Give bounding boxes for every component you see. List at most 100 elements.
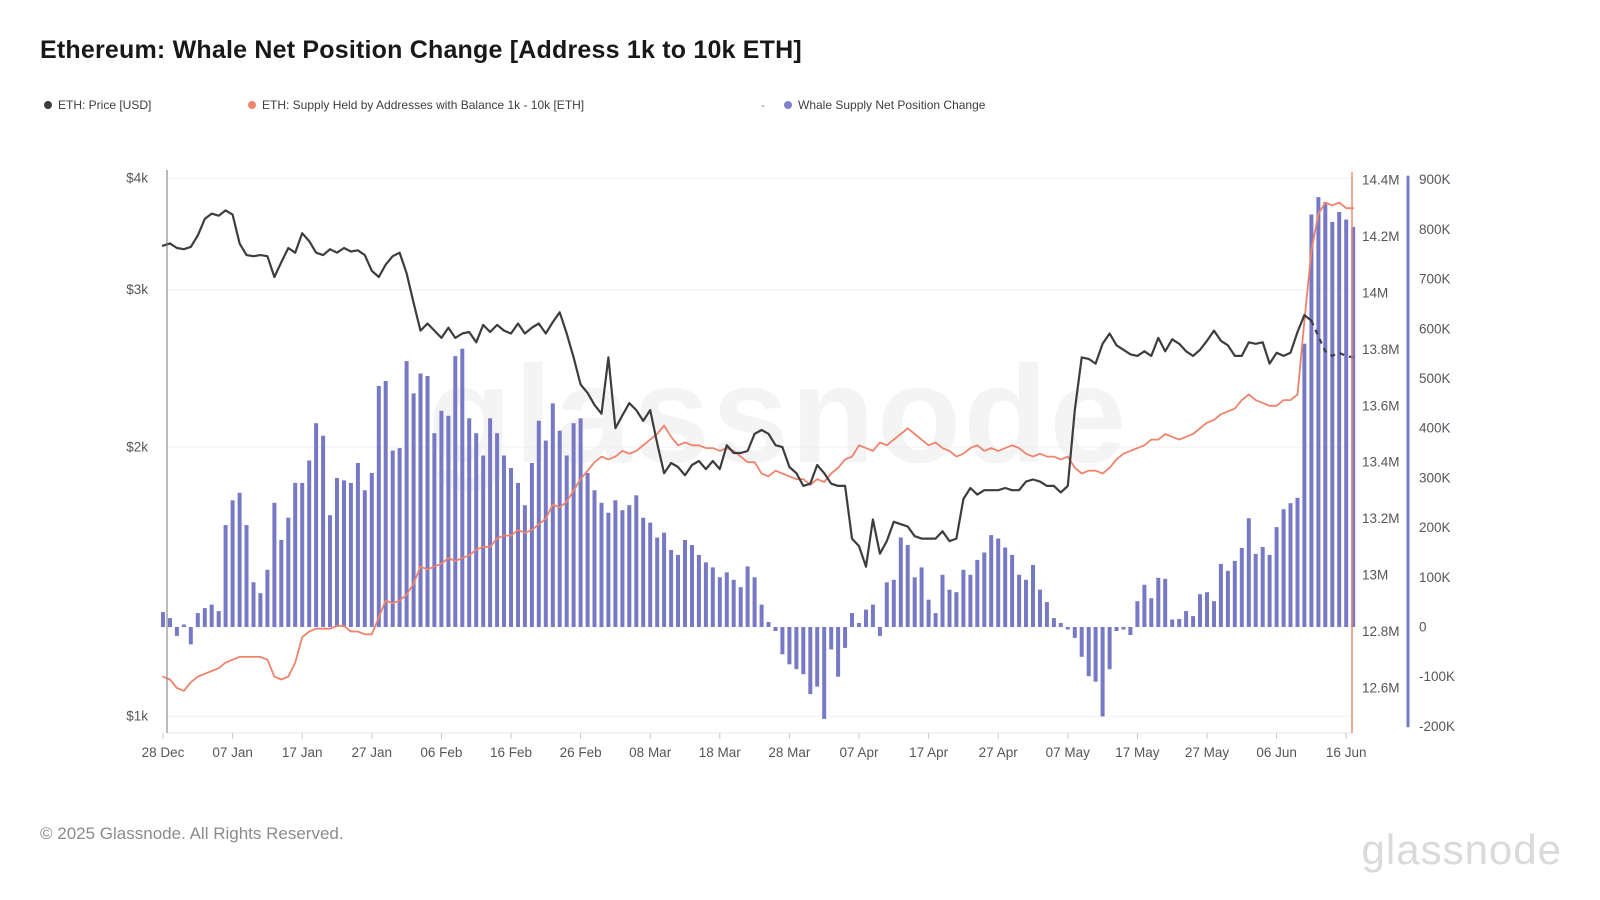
x-tick-label-17: 16 Jun bbox=[1326, 745, 1367, 760]
net-bar bbox=[286, 517, 291, 627]
net-bar bbox=[1267, 554, 1272, 627]
net-bar bbox=[328, 515, 332, 627]
net-bar bbox=[919, 567, 924, 627]
net-bar bbox=[961, 569, 966, 627]
net-bar bbox=[1142, 584, 1147, 627]
net-bar bbox=[529, 463, 534, 627]
net-tick-label-6: 300K bbox=[1419, 470, 1451, 485]
net-bar bbox=[648, 522, 653, 627]
supply-tick-label-1: 14.2M bbox=[1362, 229, 1400, 244]
legend-item-price[interactable]: ETH: Price [USD] bbox=[44, 98, 151, 112]
net-bar bbox=[1128, 627, 1133, 635]
net-bar bbox=[1121, 627, 1126, 630]
net-bar bbox=[1198, 594, 1202, 627]
net-tick-label-0: 900K bbox=[1419, 172, 1451, 187]
net-bar bbox=[474, 433, 479, 627]
net-bar bbox=[168, 618, 172, 627]
net-bar bbox=[383, 381, 388, 627]
net-bar bbox=[1218, 563, 1223, 627]
net-bar bbox=[516, 482, 520, 627]
net-bar bbox=[314, 423, 319, 627]
x-tick-label-13: 07 May bbox=[1046, 745, 1091, 760]
net-bar bbox=[1309, 214, 1314, 627]
net-bar bbox=[1058, 623, 1063, 627]
net-bar bbox=[968, 574, 973, 627]
legend-item-netposition[interactable]: Whale Supply Net Position Change bbox=[784, 98, 985, 112]
price-series-dot-icon bbox=[44, 101, 52, 109]
supply-tick-label-8: 12.8M bbox=[1362, 624, 1400, 639]
net-bar bbox=[864, 609, 868, 627]
supply-line bbox=[162, 201, 1355, 692]
net-bar bbox=[620, 510, 625, 627]
supply-tick-label-2: 14M bbox=[1362, 285, 1388, 300]
net-bar bbox=[634, 495, 639, 627]
net-bar bbox=[481, 455, 486, 627]
net-bar bbox=[522, 505, 527, 627]
price-tick-label-1: $3k bbox=[126, 282, 148, 297]
net-tick-label-1: 800K bbox=[1419, 222, 1451, 237]
net-bar bbox=[829, 627, 834, 650]
net-bar bbox=[181, 624, 186, 627]
net-bar bbox=[975, 559, 980, 627]
legend-label-price: ETH: Price [USD] bbox=[58, 98, 152, 112]
net-bar bbox=[1232, 560, 1237, 627]
chart-plot-area[interactable]: glassnode 28 Dec 07 Jan 17 Jan 27 Jan 06 Feb 1… bbox=[0, 130, 1600, 900]
net-bar bbox=[731, 579, 736, 627]
net-bar bbox=[230, 500, 235, 627]
net-tick-label-11: -200K bbox=[1419, 719, 1455, 734]
x-tick-label-4: 06 Feb bbox=[420, 745, 462, 760]
supply-series-dot-icon bbox=[248, 101, 256, 109]
net-bar bbox=[1274, 527, 1279, 627]
net-bar bbox=[989, 535, 994, 627]
net-bar bbox=[1330, 221, 1335, 627]
legend-item-supply[interactable]: ETH: Supply Held by Addresses with Balan… bbox=[248, 98, 584, 112]
net-bar bbox=[1260, 547, 1265, 627]
net-bar bbox=[495, 433, 500, 627]
x-tick-label-11: 17 Apr bbox=[909, 745, 949, 760]
net-bar bbox=[787, 627, 792, 665]
net-bar bbox=[1065, 627, 1070, 630]
net-bar bbox=[1051, 618, 1056, 627]
net-bar bbox=[857, 623, 861, 627]
net-bar bbox=[884, 582, 889, 627]
net-bar bbox=[1281, 509, 1286, 627]
net-bar bbox=[947, 589, 952, 627]
net-bar bbox=[1170, 619, 1175, 627]
x-tick-label-12: 27 Apr bbox=[979, 745, 1019, 760]
x-tick-label-3: 27 Jan bbox=[352, 745, 393, 760]
net-bar bbox=[1344, 219, 1349, 627]
net-bar bbox=[209, 604, 214, 627]
net-bar bbox=[1351, 226, 1356, 627]
net-bar bbox=[1086, 627, 1091, 677]
footer-copyright: © 2025 Glassnode. All Rights Reserved. bbox=[40, 824, 344, 843]
supply-tick-label-4: 13.6M bbox=[1362, 398, 1400, 413]
net-bar bbox=[216, 611, 221, 627]
net-bar bbox=[773, 627, 778, 631]
net-bar bbox=[912, 577, 917, 627]
net-bar bbox=[599, 502, 604, 628]
net-bar bbox=[1288, 503, 1293, 627]
net-bar bbox=[1225, 570, 1230, 627]
net-bar bbox=[690, 545, 694, 627]
x-tick-label-5: 16 Feb bbox=[490, 745, 532, 760]
net-bar bbox=[662, 532, 667, 627]
x-tick-label-1: 07 Jan bbox=[212, 745, 253, 760]
net-bar bbox=[335, 477, 339, 627]
net-bar bbox=[877, 627, 882, 636]
net-bar bbox=[342, 480, 346, 627]
price-tick-label-0: $4k bbox=[126, 171, 148, 186]
net-bar bbox=[1163, 578, 1168, 627]
net-bar bbox=[759, 604, 764, 627]
net-bar bbox=[905, 545, 910, 627]
net-bar bbox=[1253, 553, 1258, 627]
net-bar bbox=[1072, 627, 1077, 638]
net-bar bbox=[293, 482, 298, 627]
net-bar bbox=[1003, 547, 1008, 627]
net-bar bbox=[891, 579, 896, 627]
net-bar bbox=[926, 599, 931, 627]
net-bar bbox=[870, 604, 875, 627]
net-bar bbox=[996, 538, 1001, 627]
net-bar bbox=[1038, 589, 1042, 627]
price-line bbox=[161, 209, 1313, 568]
